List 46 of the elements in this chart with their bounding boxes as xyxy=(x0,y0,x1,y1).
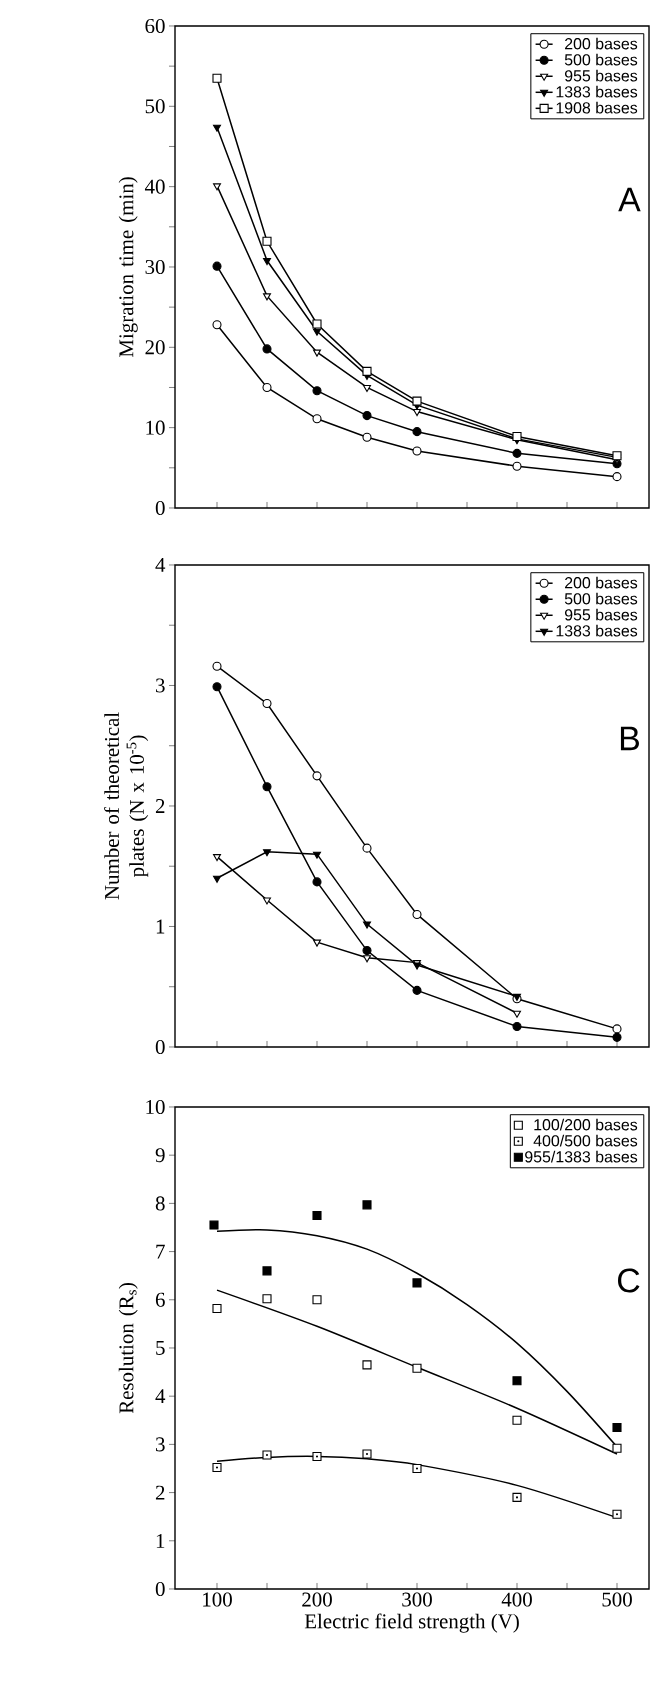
x-tick-label: 500 xyxy=(602,1592,632,1607)
x-tick-label: 400 xyxy=(501,1592,532,1607)
legend-label: 955/1383 bases xyxy=(525,1150,638,1163)
annotation: A xyxy=(618,187,641,212)
legend-label: 1383 bases xyxy=(556,85,638,98)
y-tick-label: 1 xyxy=(156,1533,165,1548)
y-tick-label: 2 xyxy=(155,1485,165,1500)
y-tick-label: 0 xyxy=(155,1581,165,1597)
legend-label: 500 bases xyxy=(564,592,638,605)
y-tick-label: 60 xyxy=(145,18,165,34)
x-tick-label: 300 xyxy=(402,1592,432,1607)
legend-label: 400/500 bases xyxy=(533,1134,638,1147)
y-tick-label: 8 xyxy=(155,1196,165,1211)
y-tick-label: 40 xyxy=(144,179,165,194)
legend-label: 200 bases xyxy=(565,37,638,50)
y-tick-label: 3 xyxy=(156,1437,165,1452)
y-tick-label: 2 xyxy=(155,799,165,813)
y-tick-label: 4 xyxy=(155,1389,166,1404)
y-axis-title: Migration time (min) xyxy=(118,177,138,358)
legend-label: 500 bases xyxy=(564,53,638,66)
y-tick-label: 20 xyxy=(145,340,165,355)
y-tick-label: 7 xyxy=(156,1244,165,1259)
y-tick-label: 0 xyxy=(155,500,165,516)
y-axis-title: Resolution (R$_{s}$) xyxy=(118,1283,138,1414)
x-axis-title: Electric field strength (V) xyxy=(304,1613,519,1633)
y-tick-label: 4 xyxy=(155,558,166,572)
y-tick-label: 30 xyxy=(145,259,165,275)
x-tick-label: 100 xyxy=(203,1592,232,1607)
x-tick-label: 200 xyxy=(302,1592,332,1607)
legend-label: 955 bases xyxy=(564,608,638,621)
legend-label: 200 bases xyxy=(565,576,638,589)
y-tick-label: 10 xyxy=(146,1099,165,1115)
legend-label: 955 bases xyxy=(564,69,638,82)
y-tick-label: 1 xyxy=(156,919,165,934)
legend-label: 100/200 bases xyxy=(534,1118,638,1131)
legend-label: 1383 bases xyxy=(556,624,638,637)
y-tick-label: 6 xyxy=(155,1292,165,1307)
legend-label: 1908 bases xyxy=(556,101,638,114)
y-tick-label: 9 xyxy=(155,1148,165,1163)
y-tick-label: 3 xyxy=(156,678,165,693)
annotation: C xyxy=(618,1268,640,1293)
y-tick-label: 0 xyxy=(155,1039,165,1055)
y-tick-label: 5 xyxy=(156,1341,165,1355)
annotation: B xyxy=(620,726,639,751)
y-tick-label: 50 xyxy=(145,99,165,114)
y-tick-label: 10 xyxy=(146,420,165,435)
